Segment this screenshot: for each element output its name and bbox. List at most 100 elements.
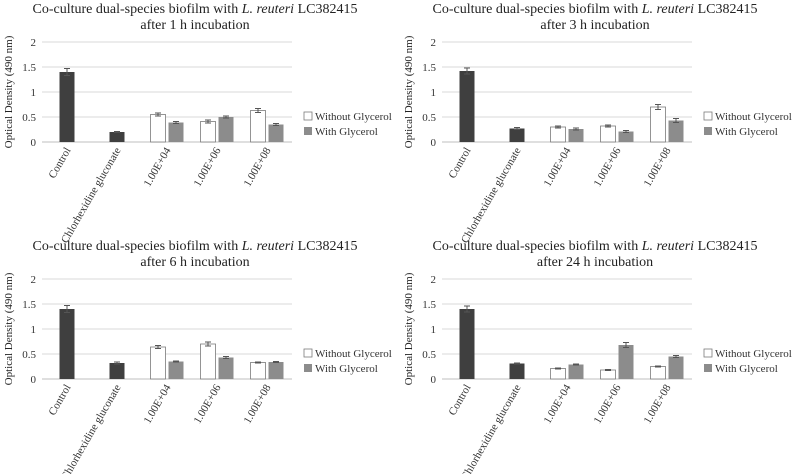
title-strain: LC382415 bbox=[294, 2, 358, 17]
title-line2: after 6 h incubation bbox=[140, 255, 250, 270]
title-prefix: Co-culture dual-species biofilm with bbox=[432, 2, 642, 17]
bar-without-glycerol bbox=[150, 346, 166, 380]
y-axis-label: Optical Density (490 nm) bbox=[3, 35, 15, 148]
bar-control bbox=[109, 363, 125, 379]
legend-swatch bbox=[704, 127, 712, 135]
bar-chart-svg: 0 0.5 1 1.5 2 Optical Density (490 nm) Control… bbox=[3, 272, 392, 474]
bar-with-glycerol bbox=[168, 361, 184, 379]
y-tick-label: 1 bbox=[31, 87, 37, 99]
y-tick-label: 2 bbox=[431, 274, 437, 286]
bar-without-glycerol bbox=[550, 368, 566, 380]
title-prefix: Co-culture dual-species biofilm with bbox=[432, 239, 642, 254]
legend-swatch bbox=[304, 364, 312, 372]
y-tick-label: 1 bbox=[431, 324, 437, 336]
x-category-label: 1.00E+04 bbox=[142, 145, 174, 189]
bar-with-glycerol bbox=[618, 345, 634, 379]
title-species: L. reuteri bbox=[641, 239, 695, 254]
y-tick-label: 0 bbox=[431, 137, 437, 149]
x-category-label: 1.00E+06 bbox=[192, 145, 224, 189]
bar-chart-svg: 0 0.5 1 1.5 2 Optical Density (490 nm) Control… bbox=[403, 35, 792, 245]
legend-with-glycerol: With Glycerol bbox=[315, 363, 378, 375]
chart-title: Co-culture dual-species biofilm with L. … bbox=[400, 239, 790, 271]
chart-panel-1h: Co-culture dual-species biofilm with L. … bbox=[0, 0, 400, 245]
bar-control bbox=[109, 132, 125, 142]
title-prefix: Co-culture dual-species biofilm with bbox=[32, 2, 242, 17]
bar-control bbox=[509, 363, 525, 379]
bar-control bbox=[459, 71, 475, 142]
legend-without-glycerol: Without Glycerol bbox=[715, 348, 792, 360]
x-category-label: Chlorhexidine gluconate bbox=[459, 145, 524, 245]
bar-control bbox=[509, 128, 525, 142]
x-category-label: Control bbox=[446, 383, 473, 418]
legend-swatch bbox=[703, 348, 713, 358]
bar-with-glycerol bbox=[568, 129, 584, 142]
bar-without-glycerol bbox=[200, 343, 216, 380]
y-tick-label: 0.5 bbox=[22, 349, 36, 361]
title-strain: LC382415 bbox=[294, 239, 358, 254]
legend-without-glycerol: Without Glycerol bbox=[315, 348, 392, 360]
bar-without-glycerol bbox=[600, 369, 616, 380]
x-category-label: 1.00E+08 bbox=[242, 382, 274, 426]
y-tick-label: 0.5 bbox=[422, 112, 436, 124]
title-strain: LC382415 bbox=[694, 2, 758, 17]
x-category-label: 1.00E+04 bbox=[142, 382, 174, 426]
legend-with-glycerol: With Glycerol bbox=[715, 126, 778, 138]
y-tick-label: 0 bbox=[431, 374, 437, 386]
y-tick-label: 2 bbox=[31, 274, 37, 286]
bar-without-glycerol bbox=[600, 125, 616, 143]
bar-without-glycerol bbox=[200, 121, 216, 143]
x-category-label: Control bbox=[446, 146, 473, 181]
title-strain: LC382415 bbox=[694, 239, 758, 254]
bar-with-glycerol bbox=[268, 362, 284, 379]
x-category-label: Chlorhexidine gluconate bbox=[59, 145, 124, 245]
legend-swatch bbox=[303, 111, 313, 121]
legend-without-glycerol: Without Glycerol bbox=[315, 111, 392, 123]
x-category-label: Control bbox=[46, 383, 73, 418]
title-line2: after 3 h incubation bbox=[540, 18, 650, 33]
legend-without-glycerol: Without Glycerol bbox=[715, 111, 792, 123]
y-tick-label: 1.5 bbox=[422, 62, 436, 74]
x-category-label: Control bbox=[46, 146, 73, 181]
x-category-label: 1.00E+04 bbox=[542, 382, 574, 426]
chart-title: Co-culture dual-species biofilm with L. … bbox=[400, 2, 790, 34]
title-line2: after 24 h incubation bbox=[536, 255, 654, 270]
bar-without-glycerol bbox=[650, 366, 666, 380]
bar-without-glycerol bbox=[550, 126, 566, 143]
x-category-label: 1.00E+08 bbox=[642, 382, 674, 426]
bar-without-glycerol bbox=[150, 114, 166, 143]
y-tick-label: 2 bbox=[431, 37, 437, 49]
y-tick-label: 1.5 bbox=[22, 62, 36, 74]
bar-with-glycerol bbox=[218, 357, 234, 379]
bar-without-glycerol bbox=[250, 110, 266, 143]
title-species: L. reuteri bbox=[641, 2, 695, 17]
bar-with-glycerol bbox=[218, 117, 234, 142]
bar-with-glycerol bbox=[618, 131, 634, 142]
y-tick-label: 0.5 bbox=[22, 112, 36, 124]
x-category-label: 1.00E+06 bbox=[192, 382, 224, 426]
legend-swatch bbox=[704, 364, 712, 372]
bar-with-glycerol bbox=[668, 120, 684, 142]
bar-without-glycerol bbox=[650, 106, 666, 143]
title-prefix: Co-culture dual-species biofilm with bbox=[32, 239, 242, 254]
bar-control bbox=[59, 309, 75, 379]
chart-panel-3h: Co-culture dual-species biofilm with L. … bbox=[400, 0, 800, 245]
bar-with-glycerol bbox=[168, 122, 184, 142]
bar-chart-svg: 0 0.5 1 1.5 2 Optical Density (490 nm) Control… bbox=[403, 272, 792, 474]
y-tick-label: 1 bbox=[431, 87, 437, 99]
y-axis-label: Optical Density (490 nm) bbox=[3, 272, 15, 385]
chart-panel-24h: Co-culture dual-species biofilm with L. … bbox=[400, 237, 800, 474]
y-tick-label: 0 bbox=[31, 374, 37, 386]
y-tick-label: 0.5 bbox=[422, 349, 436, 361]
x-category-label: 1.00E+08 bbox=[242, 145, 274, 189]
bar-with-glycerol bbox=[668, 356, 684, 379]
y-tick-label: 2 bbox=[31, 37, 37, 49]
title-line2: after 1 h incubation bbox=[140, 18, 250, 33]
title-species: L. reuteri bbox=[241, 239, 295, 254]
bar-control bbox=[59, 72, 75, 142]
y-axis-label: Optical Density (490 nm) bbox=[403, 272, 415, 385]
y-tick-label: 1 bbox=[31, 324, 37, 336]
title-species: L. reuteri bbox=[241, 2, 295, 17]
y-tick-label: 1.5 bbox=[22, 299, 36, 311]
chart-title: Co-culture dual-species biofilm with L. … bbox=[0, 2, 390, 34]
bar-with-glycerol bbox=[268, 124, 284, 142]
